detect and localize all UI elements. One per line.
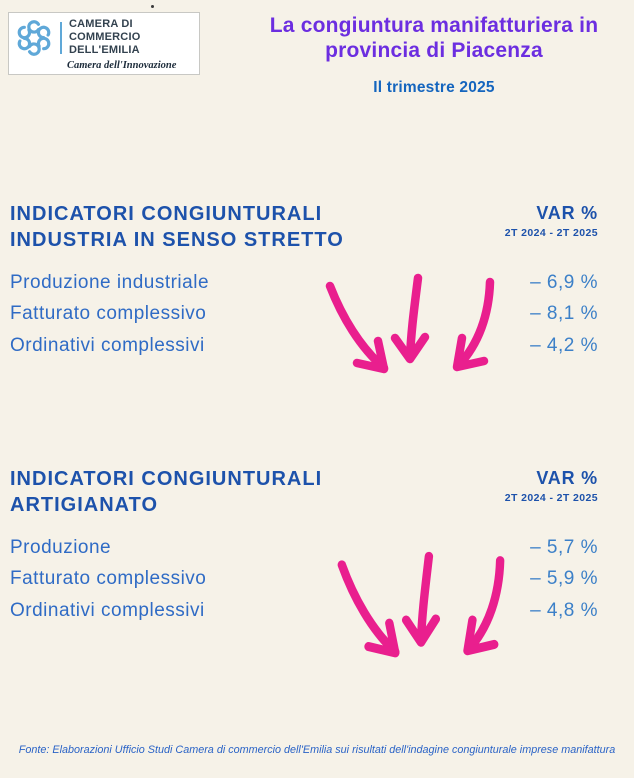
page-title: La congiuntura manifatturiera in provinc… bbox=[238, 13, 630, 63]
down-arrows-icon bbox=[314, 272, 504, 392]
table-row: Fatturato complessivo – 8,1 % bbox=[10, 298, 598, 330]
table-row: Produzione – 5,7 % bbox=[10, 532, 598, 564]
section-artigianato-heading-line1: INDICATORI CONGIUNTURALI bbox=[10, 468, 323, 490]
indicator-label: Ordinativi complessivi bbox=[10, 334, 205, 356]
section-industria-heading-line2: INDUSTRIA IN SENSO STRETTO bbox=[10, 229, 344, 252]
var-label: VAR % bbox=[536, 468, 598, 488]
indicator-label: Produzione bbox=[10, 536, 112, 558]
chamber-name-line1: CAMERA DI COMMERCIO bbox=[69, 18, 141, 44]
indicator-value: – 8,1 % bbox=[530, 303, 598, 325]
indicator-value: – 5,7 % bbox=[530, 536, 598, 558]
chamber-tagline: Camera dell'Innovazione bbox=[67, 59, 177, 71]
indicator-label: Fatturato complessivo bbox=[10, 303, 207, 325]
chamber-curl-rosette-icon bbox=[15, 19, 53, 57]
var-period: 2T 2024 - 2T 2025 bbox=[504, 492, 598, 504]
down-arrows-icon bbox=[326, 550, 514, 677]
logo-divider bbox=[60, 21, 62, 54]
indicator-label: Fatturato complessivo bbox=[10, 568, 207, 590]
var-column-header: VAR % 2T 2024 - 2T 2025 bbox=[505, 201, 598, 239]
table-row: Fatturato complessivo – 5,9 % bbox=[10, 563, 598, 595]
page-title-line1: La congiuntura manifatturiera in bbox=[269, 14, 599, 37]
indicator-label: Produzione industriale bbox=[10, 271, 210, 293]
section-industria-heading-line1: INDICATORI CONGIUNTURALI bbox=[10, 203, 323, 225]
section-artigianato-heading-line2: ARTIGIANATO bbox=[10, 494, 159, 517]
table-row: Ordinativi complessivi – 4,8 % bbox=[10, 595, 598, 627]
indicator-rows: Produzione industriale – 6,9 % Fatturato… bbox=[10, 267, 598, 362]
section-industria-heading: INDICATORI CONGIUNTURALI INDUSTRIA IN SE… bbox=[10, 201, 344, 254]
section-artigianato: INDICATORI CONGIUNTURALI ARTIGIANATO VAR… bbox=[10, 466, 598, 626]
print-artifact-dot bbox=[151, 5, 154, 8]
section-artigianato-heading: INDICATORI CONGIUNTURALI ARTIGIANATO bbox=[10, 466, 322, 519]
chamber-name-line2: DELL'EMILIA bbox=[69, 44, 140, 57]
chamber-logo: CAMERA DI COMMERCIO DELL'EMILIA Camera d… bbox=[8, 12, 200, 75]
var-label: VAR % bbox=[536, 203, 598, 223]
indicator-value: – 5,9 % bbox=[530, 568, 598, 590]
section-industria: INDICATORI CONGIUNTURALI INDUSTRIA IN SE… bbox=[10, 201, 598, 361]
indicator-value: – 4,2 % bbox=[530, 334, 598, 356]
indicator-label: Ordinativi complessivi bbox=[10, 599, 205, 621]
page-subtitle: Il trimestre 2025 bbox=[373, 79, 495, 96]
source-note: Fonte: Elaborazioni Ufficio Studi Camera… bbox=[18, 744, 616, 756]
table-row: Produzione industriale – 6,9 % bbox=[10, 267, 598, 299]
chamber-name: CAMERA DI COMMERCIO DELL'EMILIA bbox=[69, 18, 193, 58]
var-column-header: VAR % 2T 2024 - 2T 2025 bbox=[505, 466, 598, 504]
indicator-value: – 6,9 % bbox=[530, 271, 598, 293]
var-period: 2T 2024 - 2T 2025 bbox=[504, 227, 598, 239]
page-title-line2: provincia di Piacenza bbox=[325, 39, 543, 63]
table-row: Ordinativi complessivi – 4,2 % bbox=[10, 330, 598, 362]
indicator-rows: Produzione – 5,7 % Fatturato complessivo… bbox=[10, 532, 598, 627]
indicator-value: – 4,8 % bbox=[530, 599, 598, 621]
